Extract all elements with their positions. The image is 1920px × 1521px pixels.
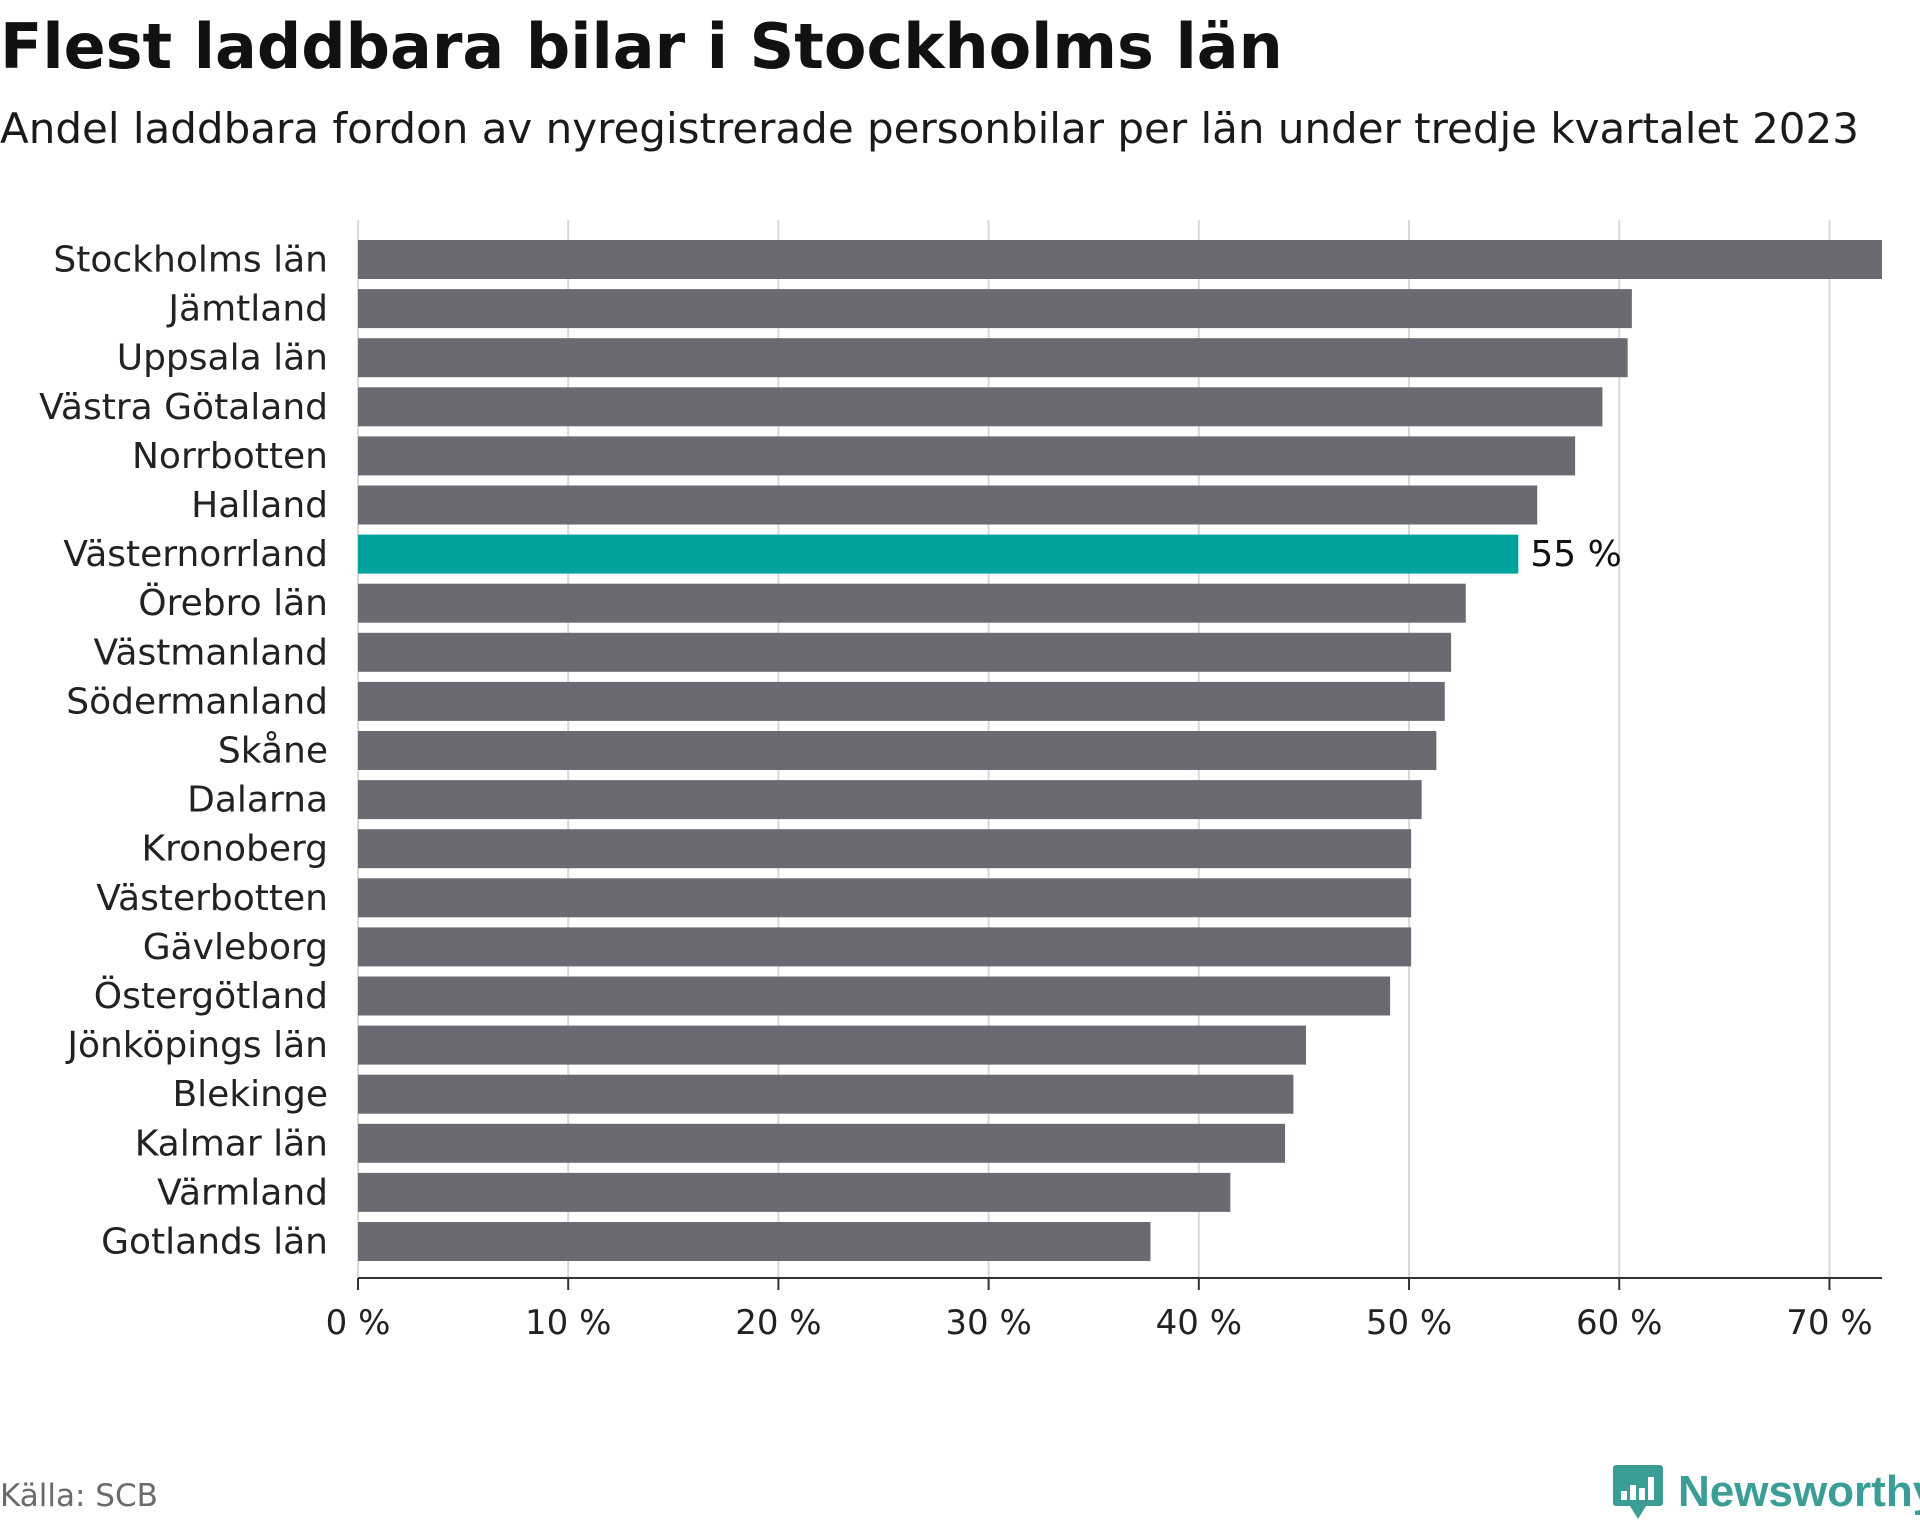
bar	[358, 878, 1412, 918]
category-label: Örebro län	[138, 582, 328, 624]
data-label: 55 %	[1530, 534, 1621, 575]
chart-subtitle: Andel laddbara fordon av nyregistrerade …	[0, 104, 1859, 153]
x-tick-label: 60 %	[1576, 1303, 1662, 1343]
bar-chart-icon	[1613, 1465, 1663, 1519]
category-label: Stockholms län	[53, 240, 328, 281]
bar	[358, 387, 1603, 427]
bar	[358, 240, 1882, 279]
brand-name: Newsworthy	[1678, 1467, 1920, 1516]
bar	[358, 338, 1628, 378]
bar-highlight	[358, 534, 1519, 574]
source-note: Källa: SCB	[0, 1478, 158, 1514]
category-label: Gotlands län	[101, 1222, 328, 1263]
category-label: Halland	[191, 485, 328, 526]
x-tick-label: 10 %	[525, 1303, 611, 1343]
category-label: Kalmar län	[135, 1123, 328, 1164]
x-tick-label: 30 %	[945, 1303, 1031, 1343]
category-label: Jönköpings län	[65, 1025, 328, 1066]
bar	[358, 436, 1576, 476]
category-label: Västerbotten	[96, 878, 328, 919]
category-label: Norrbotten	[132, 436, 328, 477]
bar	[358, 1025, 1307, 1065]
bar	[358, 1074, 1294, 1114]
category-label: Kronoberg	[141, 829, 328, 870]
category-label: Östergötland	[94, 975, 328, 1017]
bar	[358, 681, 1445, 721]
bar	[358, 485, 1538, 525]
category-label: Uppsala län	[117, 338, 328, 379]
category-label: Västra Götaland	[39, 387, 328, 428]
bar	[358, 780, 1422, 820]
category-label: Blekinge	[172, 1074, 328, 1115]
x-tick-label: 20 %	[735, 1303, 821, 1343]
category-label: Skåne	[218, 731, 328, 772]
category-label: Västernorrland	[63, 534, 328, 575]
bar	[358, 1123, 1286, 1163]
bar	[358, 583, 1466, 623]
bar	[358, 289, 1632, 329]
x-tick-label: 70 %	[1786, 1303, 1872, 1343]
bar	[358, 829, 1412, 869]
chart-title: Flest laddbara bilar i Stockholms län	[0, 10, 1283, 83]
bar	[358, 632, 1452, 672]
category-label: Värmland	[157, 1172, 328, 1213]
bar	[358, 976, 1391, 1016]
x-tick-label: 50 %	[1366, 1303, 1452, 1343]
x-tick-label: 0 %	[326, 1303, 391, 1343]
bar	[358, 1222, 1151, 1261]
bar	[358, 1172, 1231, 1212]
category-label: Jämtland	[166, 289, 328, 330]
brand-logo: Newsworthy	[1612, 1463, 1920, 1521]
category-label: Gävleborg	[143, 927, 328, 968]
x-tick-label: 40 %	[1156, 1303, 1242, 1343]
bar	[358, 731, 1437, 770]
bar-chart: 0 % 10 % 20 % 30 % 40 % 50 % 60 % 70 % Stockholm…	[39, 220, 1882, 1343]
category-label: Södermanland	[66, 681, 328, 722]
category-label: Västmanland	[94, 632, 328, 673]
category-label: Dalarna	[187, 780, 328, 821]
bar	[358, 927, 1412, 967]
